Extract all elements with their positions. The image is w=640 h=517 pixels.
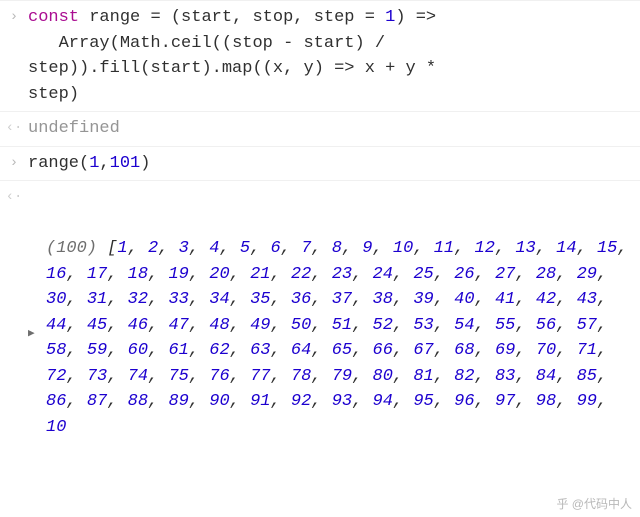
code-block-2[interactable]: range(1,101) (28, 151, 640, 177)
console-output-row-2: ‹· ▶ (100) [1, 2, 3, 4, 5, 6, 7, 8, 9, 1… (0, 180, 640, 495)
output-marker: ‹· (0, 116, 28, 139)
array-output[interactable]: ▶ (100) [1, 2, 3, 4, 5, 6, 7, 8, 9, 10, … (28, 185, 640, 491)
console-input-row-1: › const range = (start, stop, step = 1) … (0, 0, 640, 111)
output-marker: ‹· (0, 185, 28, 208)
array-wrap: ▶ (100) [1, 2, 3, 4, 5, 6, 7, 8, 9, 10, … (28, 236, 632, 440)
console-input-row-2: › range(1,101) (0, 146, 640, 181)
code-block-1[interactable]: const range = (start, stop, step = 1) =>… (28, 5, 640, 107)
input-marker: › (0, 151, 28, 174)
undefined-text: undefined (28, 119, 120, 138)
watermark-text: 乎 @代码中人 (556, 495, 632, 513)
expand-triangle-icon[interactable]: ▶ (28, 236, 44, 343)
input-marker: › (0, 5, 28, 28)
output-undefined[interactable]: undefined (28, 116, 640, 142)
array-text: (100) [1, 2, 3, 4, 5, 6, 7, 8, 9, 10, 11… (44, 236, 632, 440)
console-output-row-1: ‹· undefined (0, 111, 640, 146)
